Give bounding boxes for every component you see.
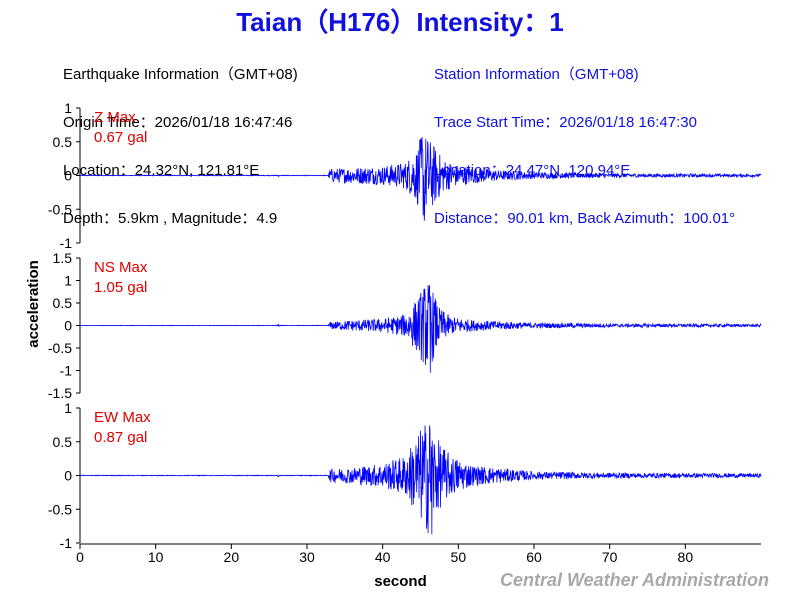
max-value-label: 0.67 gal — [94, 129, 147, 146]
x-tick-label: 80 — [678, 549, 694, 565]
y-tick-label: 0 — [64, 468, 72, 484]
origin-time: Origin Time：2026/01/18 16:47:46 — [63, 114, 293, 131]
earthquake-info-heading: Earthquake Information（GMT+08) — [63, 66, 298, 83]
x-tick-label: 20 — [224, 549, 240, 565]
y-tick-label: 0 — [64, 318, 72, 334]
x-tick-label: 30 — [299, 549, 315, 565]
y-tick-label: -1 — [60, 363, 73, 379]
y-tick-label: -1 — [60, 535, 73, 551]
waveform-trace — [79, 137, 762, 221]
earthquake-info: Earthquake Information（GMT+08) Origin Ti… — [63, 35, 298, 243]
y-tick-label: -0.5 — [48, 201, 72, 217]
component-label: EW Max — [94, 409, 151, 426]
y-tick-label: 0.5 — [53, 434, 73, 450]
y-tick-label: 0 — [64, 168, 72, 184]
y-tick-label: 1 — [64, 100, 72, 116]
y-tick-label: 1 — [64, 400, 72, 416]
component-label: NS Max — [94, 259, 148, 276]
waveform-trace — [79, 425, 762, 535]
max-value-label: 1.05 gal — [94, 279, 147, 296]
y-tick-label: 1 — [64, 273, 72, 289]
trace-start-time: Trace Start Time：2026/01/18 16:47:30 — [434, 114, 697, 131]
epicenter-location: Location：24.32°N, 121.81°E — [63, 162, 260, 179]
y-tick-label: 0.5 — [53, 295, 73, 311]
y-tick-label: -1.5 — [48, 385, 72, 401]
x-axis-label: second — [374, 573, 427, 590]
y-tick-label: 0.5 — [53, 134, 73, 150]
x-tick-label: 50 — [451, 549, 467, 565]
y-tick-label: -0.5 — [48, 340, 72, 356]
waveform-trace — [79, 284, 762, 373]
max-value-label: 0.87 gal — [94, 429, 147, 446]
x-tick-label: 60 — [526, 549, 542, 565]
y-tick-label: -1 — [60, 235, 73, 251]
x-tick-label: 70 — [602, 549, 618, 565]
component-label: Z Max — [94, 109, 136, 126]
station-info: Station Information（GMT+08) Trace Start … — [434, 35, 735, 243]
x-tick-label: 10 — [148, 549, 164, 565]
y-axis-label: acceleration — [25, 260, 42, 348]
chart-title: Taian（H176）Intensity：1 — [236, 7, 564, 37]
x-tick-label: 40 — [375, 549, 391, 565]
y-tick-label: 1.5 — [53, 250, 73, 266]
y-tick-label: -0.5 — [48, 501, 72, 517]
station-info-heading: Station Information（GMT+08) — [434, 66, 639, 83]
agency-watermark: Central Weather Administration — [499, 570, 769, 590]
x-tick-label: 0 — [76, 549, 84, 565]
distance-azimuth: Distance：90.01 km, Back Azimuth：100.01° — [434, 210, 736, 227]
depth-magnitude: Depth：5.9km , Magnitude：4.9 — [63, 210, 278, 227]
